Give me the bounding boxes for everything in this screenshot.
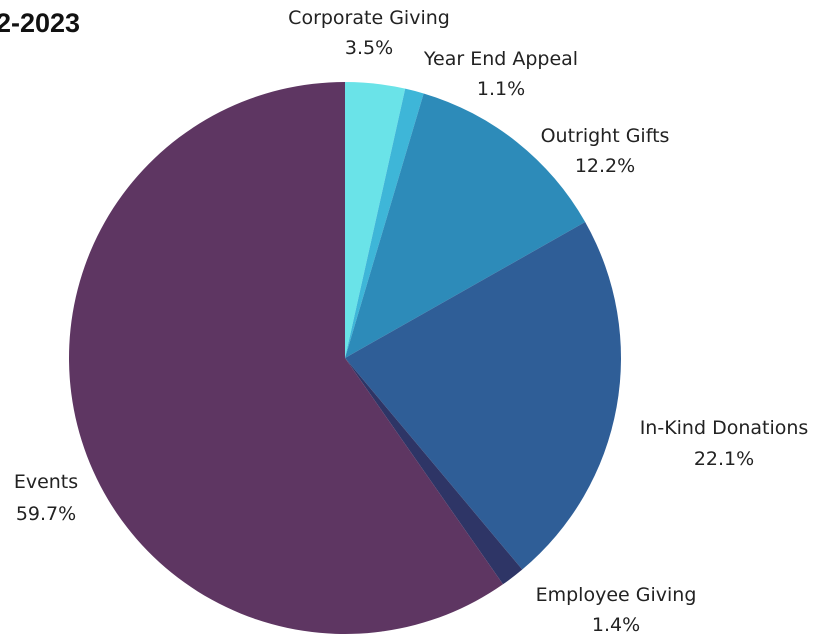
slice-label-value: 22.1% (694, 448, 754, 470)
chart-title: 2-2023 (0, 8, 80, 38)
slice-label-name: Outright Gifts (541, 125, 670, 147)
pie-slice-corporate-giving (345, 82, 406, 358)
pie-slice-in-kind-donations (345, 222, 621, 570)
slice-labels: Corporate Giving 3.5% Year End Appeal 1.1% O… (14, 7, 808, 636)
slice-label-value: 12.2% (575, 155, 635, 177)
pie-slice-employee-giving (345, 358, 523, 585)
slice-label-name: In-Kind Donations (640, 417, 809, 439)
pie-slice-events (69, 82, 503, 634)
slice-label-value: 59.7% (16, 503, 76, 525)
slice-label-name: Employee Giving (536, 584, 697, 606)
slice-label-name: Corporate Giving (288, 7, 450, 29)
pie-slice-year-end-appeal (345, 88, 424, 359)
slice-label-name: Year End Appeal (423, 48, 578, 70)
slice-label-value: 1.4% (592, 614, 640, 636)
slice-label-value: 3.5% (345, 37, 393, 59)
slice-label-name: Events (14, 471, 78, 493)
slice-label-value: 1.1% (477, 78, 525, 100)
pie-slice-outright-gifts (345, 93, 586, 358)
pie-slices (69, 82, 621, 634)
